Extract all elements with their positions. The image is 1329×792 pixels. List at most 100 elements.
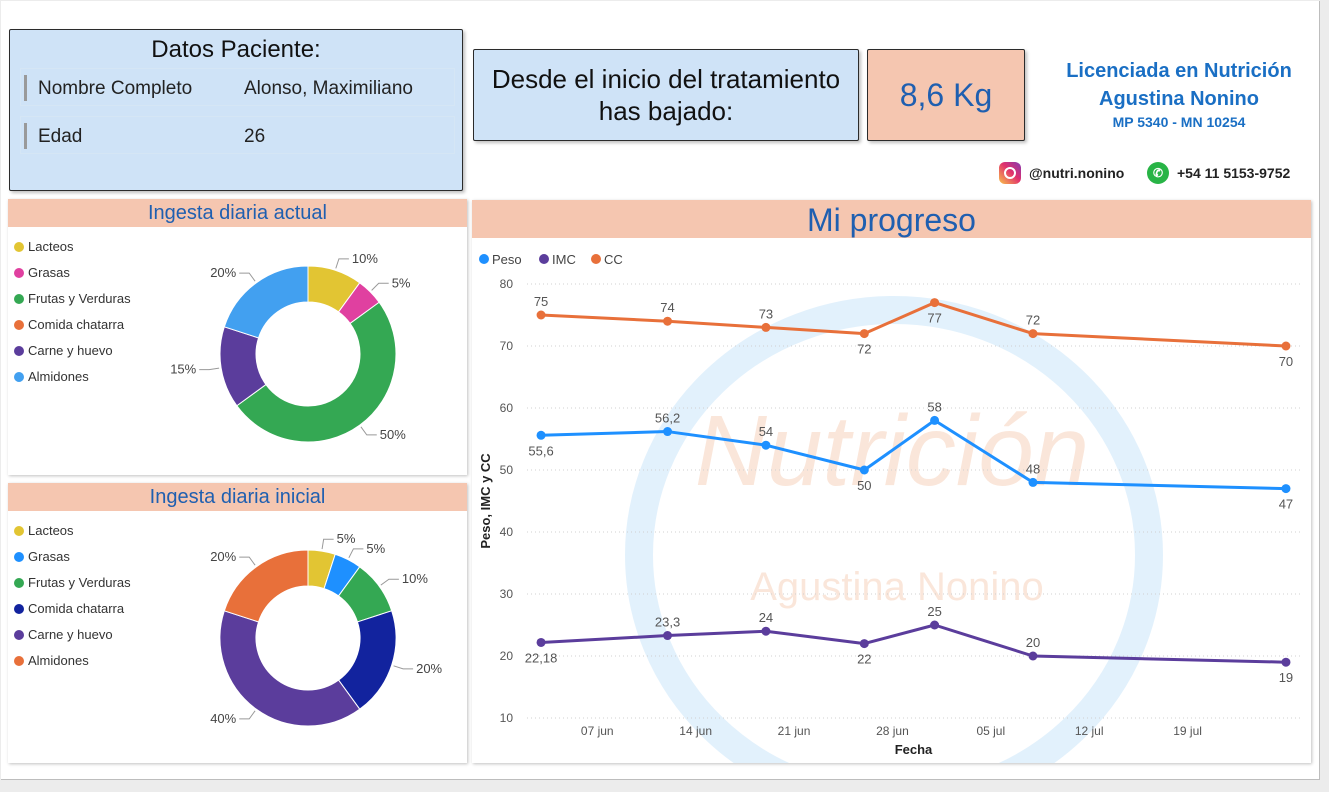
- patient-age-label: Edad: [38, 126, 83, 147]
- weight-loss-label: Desde el inicio del tratamiento has baja…: [473, 49, 859, 141]
- data-point-imc[interactable]: [930, 620, 940, 630]
- legend-item-lacteos[interactable]: Lacteos: [14, 523, 74, 538]
- legend-swatch: [14, 371, 24, 382]
- data-label-cc: 70: [1279, 354, 1293, 369]
- data-point-imc[interactable]: [663, 631, 673, 641]
- data-point-cc[interactable]: [536, 310, 546, 320]
- patient-name-label: Nombre Completo: [38, 78, 193, 99]
- weight-loss-value: 8,6 Kg: [867, 49, 1025, 141]
- legend-label: Carne y huevo: [28, 343, 113, 358]
- y-tick-label: 80: [500, 277, 514, 291]
- data-point-cc[interactable]: [663, 316, 673, 326]
- donut-leader-line: [239, 272, 256, 282]
- donut-data-label: 5%: [337, 531, 356, 546]
- progress-panel: Mi progreso Nutrición Agustina Nonino Peso…: [472, 200, 1311, 763]
- data-point-peso[interactable]: [1281, 484, 1291, 494]
- donut-data-label: 20%: [416, 661, 442, 676]
- donut-data-label: 5%: [366, 541, 385, 556]
- y-tick-label: 30: [500, 587, 514, 601]
- legend-swatch: [14, 629, 24, 640]
- x-tick-label: 21 jun: [778, 724, 811, 738]
- data-point-cc[interactable]: [859, 329, 869, 339]
- legend-item-almidones[interactable]: Almidones: [14, 653, 89, 668]
- legend-item-carne-y-huevo[interactable]: Carne y huevo: [14, 343, 113, 358]
- data-point-cc[interactable]: [1028, 329, 1038, 339]
- y-tick-label: 10: [500, 711, 514, 725]
- data-label-peso: 56,2: [655, 411, 680, 426]
- legend-swatch: [14, 293, 24, 304]
- data-label-cc: 72: [1026, 313, 1040, 328]
- legend-label: Lacteos: [28, 239, 74, 254]
- legend-item-grasas[interactable]: Grasas: [14, 265, 70, 280]
- data-point-peso[interactable]: [1028, 477, 1038, 487]
- watermark-subtitle: Agustina Nonino: [750, 565, 1044, 609]
- legend-item-frutas-y-verduras[interactable]: Frutas y Verduras: [14, 575, 131, 590]
- donut-leader-line: [199, 367, 220, 371]
- donut-data-label: 20%: [210, 265, 236, 280]
- data-point-cc[interactable]: [761, 322, 771, 332]
- data-label-imc: 19: [1279, 670, 1293, 685]
- patient-name-value: Alonso, Maximiliano: [244, 78, 413, 99]
- patient-name-row[interactable]: Nombre Completo Alonso, Maximiliano: [20, 68, 455, 106]
- instagram-contact[interactable]: @nutri.nonino: [999, 161, 1124, 185]
- legend-label-peso[interactable]: Peso: [492, 252, 522, 267]
- data-label-imc: 22,18: [525, 650, 558, 665]
- legend-label-imc[interactable]: IMC: [552, 252, 576, 267]
- x-tick-label: 05 jul: [976, 724, 1005, 738]
- x-tick-label: 28 jun: [876, 724, 909, 738]
- data-label-cc: 73: [759, 306, 773, 321]
- data-point-imc[interactable]: [1028, 651, 1038, 661]
- legend-item-comida-chatarra[interactable]: Comida chatarra: [14, 317, 124, 332]
- legend-label: Grasas: [28, 549, 70, 564]
- data-point-imc[interactable]: [536, 637, 546, 647]
- legend-label: Comida chatarra: [28, 317, 125, 332]
- intake-current-panel: Ingesta diaria actual Lacteos Grasas Fruta…: [8, 199, 467, 475]
- data-label-cc: 72: [857, 342, 871, 357]
- donut-leader-line: [348, 548, 364, 559]
- data-point-imc[interactable]: [1281, 657, 1291, 667]
- donut-data-label: 15%: [170, 362, 196, 377]
- brand-title: Licenciada en Nutrición: [1066, 60, 1292, 82]
- donut-slice-almidones[interactable]: [223, 265, 309, 339]
- data-point-peso[interactable]: [859, 465, 869, 475]
- progress-title: Mi progreso: [472, 200, 1311, 238]
- donut-leader-line: [335, 258, 349, 269]
- intake-current-donut: 10% 5% 50% 15% 20%: [170, 251, 411, 443]
- donut-slice-carne-y-huevo[interactable]: [219, 610, 361, 727]
- legend-item-grasas[interactable]: Grasas: [14, 549, 70, 564]
- donut-slice-almidones[interactable]: [223, 549, 309, 623]
- data-point-peso[interactable]: [536, 430, 546, 440]
- legend-item-lacteos[interactable]: Lacteos: [14, 239, 74, 254]
- legend-item-almidones[interactable]: Almidones: [14, 369, 89, 384]
- donut-data-label: 50%: [380, 427, 406, 442]
- data-point-cc[interactable]: [1281, 341, 1291, 351]
- donut-data-label: 10%: [352, 251, 378, 266]
- y-tick-label: 70: [500, 339, 514, 353]
- y-tick-label: 60: [500, 401, 514, 415]
- legend-item-carne-y-huevo[interactable]: Carne y huevo: [14, 627, 113, 642]
- legend-swatch-peso: [479, 254, 489, 264]
- data-point-imc[interactable]: [859, 639, 869, 649]
- legend-swatch-cc: [591, 254, 601, 264]
- legend-swatch: [14, 241, 24, 252]
- data-label-peso: 48: [1026, 461, 1040, 476]
- data-label-peso: 50: [857, 478, 871, 493]
- data-point-peso[interactable]: [663, 427, 673, 437]
- data-point-imc[interactable]: [761, 626, 771, 636]
- legend-label-cc[interactable]: CC: [604, 252, 623, 267]
- x-tick-label: 14 jun: [679, 724, 712, 738]
- data-point-peso[interactable]: [930, 415, 940, 425]
- instagram-handle: @nutri.nonino: [1029, 165, 1125, 181]
- whatsapp-icon: ✆: [1147, 162, 1169, 184]
- legend-swatch-imc: [539, 254, 549, 264]
- whatsapp-contact[interactable]: ✆ +54 11 5153-9752: [1147, 161, 1290, 185]
- data-point-peso[interactable]: [761, 440, 771, 450]
- donut-data-label: 20%: [210, 549, 236, 564]
- data-point-cc[interactable]: [930, 298, 940, 308]
- legend-item-frutas-y-verduras[interactable]: Frutas y Verduras: [14, 291, 131, 306]
- donut-slice-frutas-y-verduras[interactable]: [236, 301, 397, 443]
- instagram-icon: [999, 162, 1021, 184]
- legend-item-comida-chatarra[interactable]: Comida chatarra: [14, 601, 124, 616]
- patient-age-row[interactable]: Edad 26: [20, 116, 455, 154]
